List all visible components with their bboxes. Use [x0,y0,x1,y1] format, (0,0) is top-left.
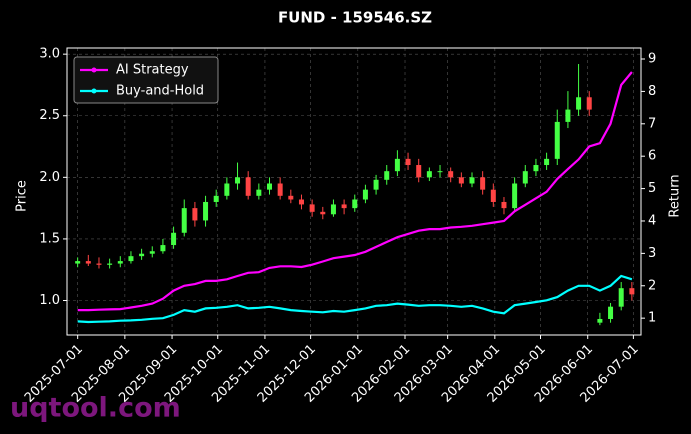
return-line [77,71,633,312]
candle-body [618,288,624,307]
candle-body [597,318,603,323]
candle-body [501,201,507,209]
candle-body [426,171,432,178]
candle-body [437,171,443,173]
chart-title: FUND - 159546.SZ [278,9,432,27]
candle-body [245,177,251,196]
y2-tick-label: 6 [648,149,656,164]
candle-body [586,97,592,110]
return-line [77,274,633,324]
candle-body [181,208,187,233]
candle-body [171,232,177,246]
y2-tick-label: 1 [648,311,656,326]
legend-marker [91,67,97,73]
y2-tick-label: 2 [648,278,656,293]
candle-body [160,245,166,252]
candle-body [394,158,400,172]
candle-body [522,171,528,184]
candle-body [533,165,539,172]
candle-body [362,189,368,200]
legend-label: Buy-and-Hold [116,84,204,99]
candle-body [458,177,464,184]
candle-body [288,195,294,200]
candle-body [608,306,614,319]
y-tick-label: 2.0 [39,170,60,185]
candle-body [565,109,571,122]
candle-body [384,171,390,180]
candle-body [629,288,635,295]
candle-body [416,165,422,178]
candle-body [469,177,475,184]
candle-body [203,201,209,221]
y-tick-label: 1.5 [39,231,60,246]
candle-body [213,195,219,202]
y-tick-label: 1.0 [39,293,60,308]
candle-body [405,158,411,166]
candle-body [448,171,454,178]
candle-body [554,121,560,159]
candle-body [320,211,326,215]
candle-body [128,256,134,262]
legend-box [73,56,219,104]
y-tick-label: 2.5 [39,108,60,123]
candle-body [117,261,123,264]
candle-body [149,251,155,254]
plot-frame [66,47,642,336]
legend-marker [91,88,97,94]
y2-tick-label: 3 [648,246,656,261]
candle-body [139,253,145,257]
y2-tick-label: 4 [648,213,656,228]
candle-body [576,97,582,110]
candle-body [480,177,486,190]
candle-body [256,189,262,196]
legend-label: AI Strategy [116,63,189,78]
candle-body [96,263,102,265]
y2-tick-label: 8 [648,84,656,99]
candle-body [277,183,283,196]
y2-tick-label: 9 [648,52,656,67]
candle-body [341,204,347,209]
y2-tick-label: 7 [648,116,656,131]
candle-body [330,204,336,215]
candle-body [85,261,91,264]
candle-body [266,183,272,190]
candle-body [298,199,304,205]
y-tick-label: 3.0 [39,47,60,62]
candle-body [224,183,230,196]
candle-body [544,158,550,166]
candle-body [490,189,496,202]
candle-body [107,263,113,265]
candle-body [192,208,198,221]
candle-body [352,199,358,209]
y-axis-label: Price [15,180,30,212]
watermark: uqtool.com [10,393,181,424]
candle-body [309,204,315,212]
candle-body [235,177,241,184]
y2-axis-label: Return [668,174,683,217]
candle-body [512,183,518,209]
y2-tick-label: 5 [648,181,656,196]
candle-body [373,179,379,190]
candle-body [75,261,81,264]
